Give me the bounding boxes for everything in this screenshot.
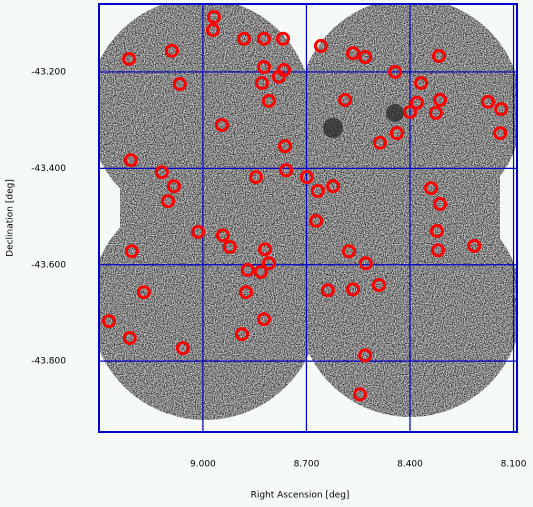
x-tick-label: 8.400 (397, 460, 423, 470)
source-marker (172, 77, 187, 92)
source-marker (240, 263, 255, 278)
source-marker (275, 31, 290, 46)
source-marker (433, 197, 448, 212)
source-marker (279, 163, 294, 178)
source-marker (205, 23, 220, 38)
source-marker (206, 10, 221, 25)
source-marker (493, 126, 508, 141)
source-marker (430, 243, 445, 258)
source-marker (161, 194, 176, 209)
source-marker (494, 102, 509, 117)
source-marker (338, 92, 353, 107)
y-tick-label: -43.200 (31, 67, 66, 77)
source-marker (428, 105, 443, 120)
source-marker (122, 331, 137, 346)
source-marker (409, 95, 424, 110)
source-marker (271, 69, 286, 84)
source-marker (309, 213, 324, 228)
source-marker (256, 312, 271, 327)
source-marker (372, 135, 387, 150)
source-marker (164, 43, 179, 58)
source-marker (154, 165, 169, 180)
source-marker (358, 50, 373, 65)
source-marker (358, 256, 373, 271)
x-tick-label: 9.000 (190, 460, 216, 470)
source-marker (122, 51, 137, 66)
y-axis-label: Declination [deg] (6, 179, 16, 257)
source-marker (215, 228, 230, 243)
source-marker (234, 327, 249, 342)
source-marker (320, 283, 335, 298)
source-marker (310, 184, 325, 199)
source-marker (431, 49, 446, 64)
source-marker (467, 238, 482, 253)
source-marker (313, 38, 328, 53)
source-marker (261, 93, 276, 108)
x-axis-label: Right Ascension [deg] (251, 491, 350, 501)
source-marker (352, 387, 367, 402)
source-marker (358, 348, 373, 363)
source-marker (191, 224, 206, 239)
source-marker (278, 139, 293, 154)
source-marker (136, 285, 151, 300)
source-marker (256, 60, 271, 75)
source-marker (253, 264, 268, 279)
source-marker (123, 153, 138, 168)
source-marker (326, 179, 341, 194)
source-marker (414, 76, 429, 91)
source-marker (388, 64, 403, 79)
source-marker (254, 76, 269, 91)
source-marker (102, 314, 117, 329)
source-marker (256, 31, 271, 46)
source-marker (389, 126, 404, 141)
source-marker (258, 242, 273, 257)
source-marker (124, 244, 139, 259)
source-marker (346, 46, 361, 61)
sky-image (99, 4, 517, 420)
x-tick-label: 8.100 (501, 460, 527, 470)
y-tick-label: -43.600 (31, 260, 66, 270)
source-marker (249, 170, 264, 185)
source-marker (424, 181, 439, 196)
x-tick-label: 8.700 (294, 460, 320, 470)
source-marker (222, 239, 237, 254)
source-marker (433, 92, 448, 107)
source-marker (299, 170, 314, 185)
source-marker (341, 244, 356, 259)
source-marker (429, 224, 444, 239)
source-marker (402, 104, 417, 119)
plot-frame (98, 3, 518, 433)
source-marker (239, 285, 254, 300)
y-tick-label: -43.800 (31, 357, 66, 367)
source-marker (346, 282, 361, 297)
source-marker (261, 256, 276, 271)
source-marker (166, 179, 181, 194)
source-marker (481, 94, 496, 109)
source-marker (214, 117, 229, 132)
y-tick-label: -43.400 (31, 164, 66, 174)
source-marker (371, 277, 386, 292)
source-marker (236, 31, 251, 46)
source-marker (175, 341, 190, 356)
